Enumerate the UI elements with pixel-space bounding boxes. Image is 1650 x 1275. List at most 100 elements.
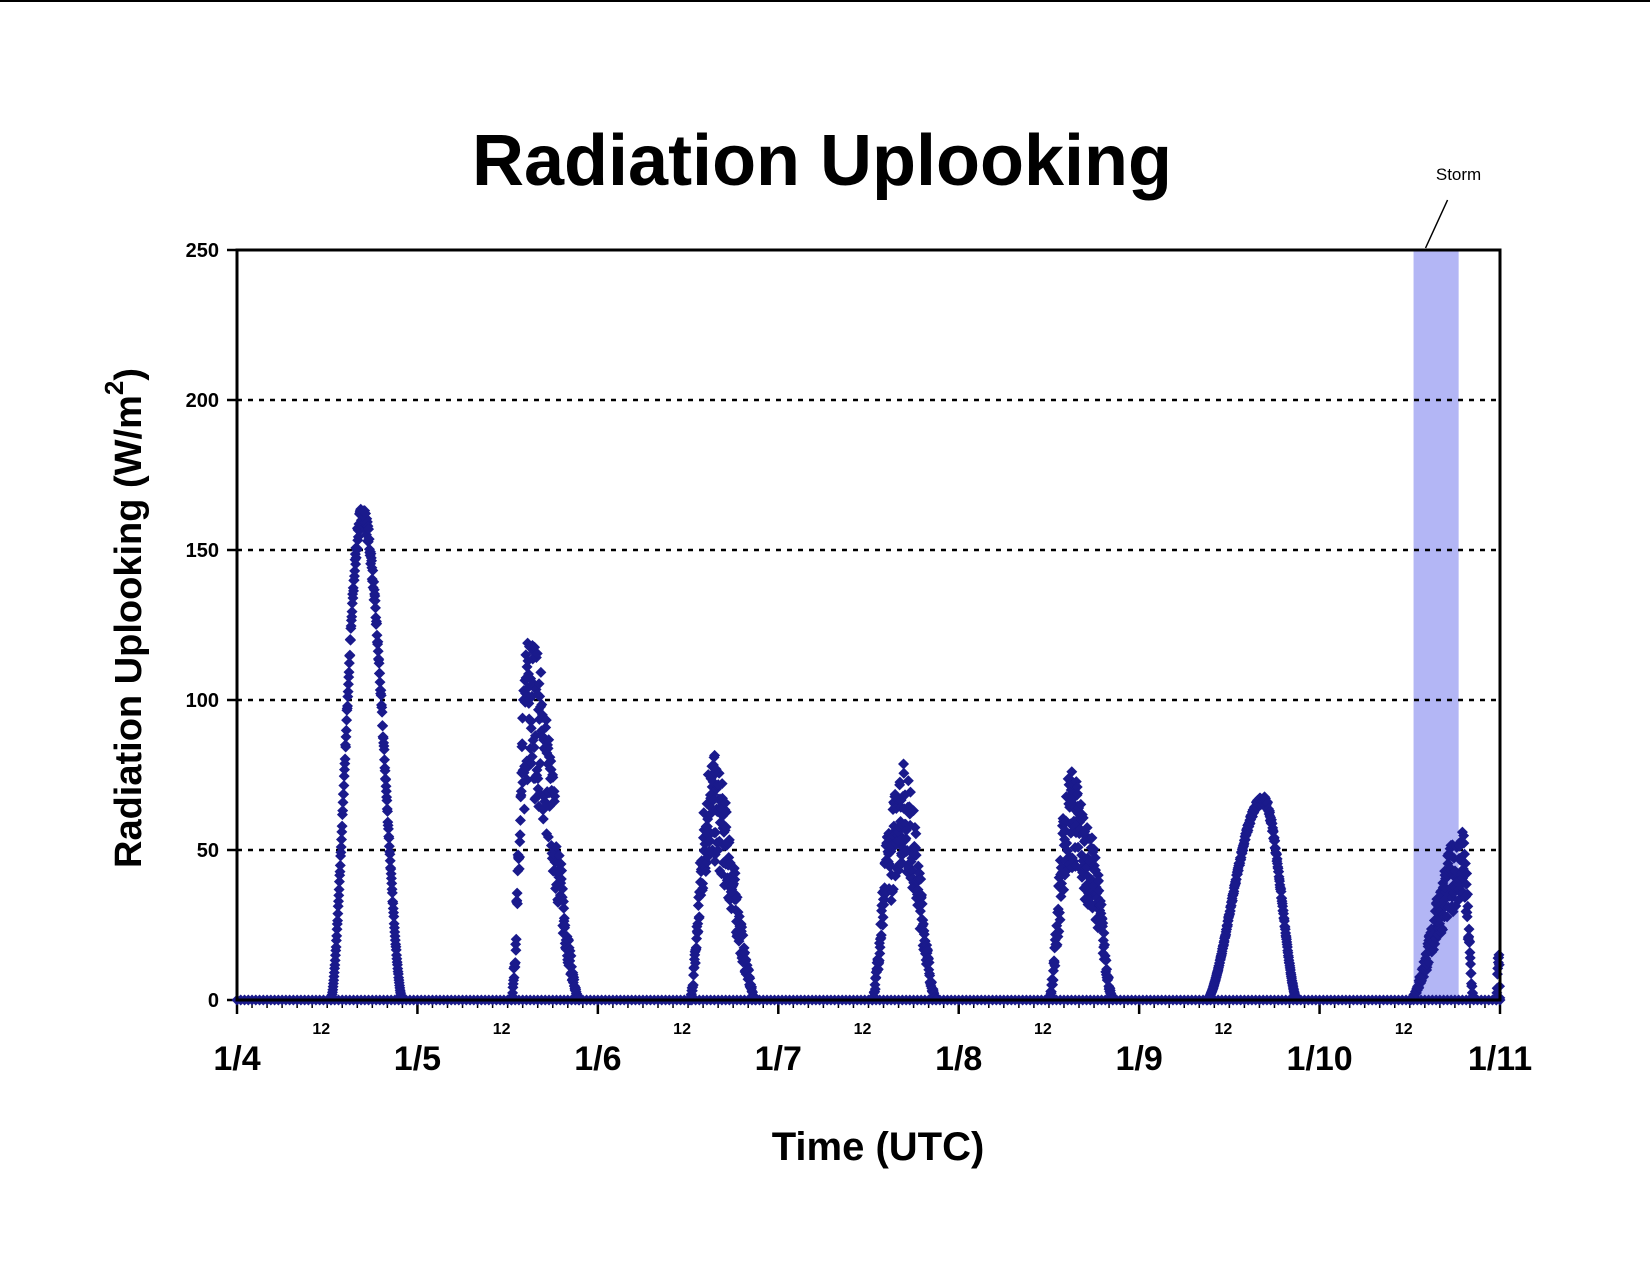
data-point [889, 788, 901, 800]
data-point [350, 552, 362, 564]
data-point [340, 741, 352, 753]
data-point [1449, 865, 1461, 877]
data-point [688, 969, 700, 981]
data-point [346, 606, 358, 618]
data-point [525, 715, 537, 727]
data-point [348, 585, 360, 597]
data-point [510, 944, 522, 956]
x-tick-label-minor: 12 [1395, 1021, 1413, 1038]
data-point [363, 523, 375, 535]
data-point [372, 636, 384, 648]
data-point [369, 595, 381, 607]
data-point [568, 974, 580, 986]
data-point [380, 774, 392, 786]
data-point [1088, 843, 1100, 855]
data-point [1464, 935, 1476, 947]
data-point [535, 666, 547, 678]
data-point [1054, 914, 1066, 926]
data-point [720, 806, 732, 818]
data-point [553, 850, 565, 862]
data-point [907, 805, 919, 817]
y-tick-label-50: 50 [197, 840, 219, 862]
data-point [511, 898, 523, 910]
data-point [338, 780, 350, 792]
data-point [350, 558, 362, 570]
data-point [337, 805, 349, 817]
data-point [1102, 972, 1114, 984]
x-tick-label-minor: 12 [1034, 1021, 1052, 1038]
y-tick-label-0: 0 [208, 990, 219, 1012]
data-point [922, 945, 934, 957]
data-point [536, 699, 548, 711]
data-point [1459, 848, 1471, 860]
data-point [687, 979, 699, 991]
data-point [1077, 812, 1089, 824]
data-point [693, 911, 705, 923]
data-point [337, 796, 349, 808]
data-point [1097, 917, 1109, 929]
data-point [1463, 923, 1475, 935]
data-point [877, 919, 889, 931]
y-axis-label-text: Radiation Uplooking (W/m [108, 395, 150, 868]
data-point [1058, 884, 1070, 896]
data-points [231, 503, 1506, 1006]
storm-annotation-line [1424, 199, 1449, 249]
data-point [343, 666, 355, 678]
data-point [885, 894, 897, 906]
data-point [1275, 885, 1287, 897]
data-point [543, 734, 555, 746]
data-point [526, 757, 538, 769]
data-point [509, 957, 521, 969]
data-point [1462, 888, 1474, 900]
data-point [342, 678, 354, 690]
data-point [351, 542, 363, 554]
data-point [549, 790, 561, 802]
data-point [1053, 907, 1065, 919]
data-point [336, 820, 348, 832]
data-point [1061, 837, 1073, 849]
data-point [349, 565, 361, 577]
data-point [542, 831, 554, 843]
data-point [542, 742, 554, 754]
data-point [371, 629, 383, 641]
data-point [710, 827, 722, 839]
data-point [1051, 939, 1063, 951]
data-point [534, 758, 546, 770]
x-tick-label-major: 1/6 [574, 1040, 621, 1078]
data-point [1466, 980, 1478, 992]
data-point [743, 964, 755, 976]
data-point [345, 634, 357, 646]
data-point [1093, 875, 1105, 887]
data-point [371, 617, 383, 629]
data-point [342, 700, 354, 712]
data-point [525, 722, 537, 734]
data-point [379, 754, 391, 766]
data-point [912, 860, 924, 872]
data-point [1071, 788, 1083, 800]
data-point [366, 555, 378, 567]
x-tick-label-major: 1/5 [394, 1040, 441, 1078]
data-point [1422, 956, 1434, 968]
data-point [382, 823, 394, 835]
data-point [902, 775, 914, 787]
data-point [874, 941, 886, 953]
x-tick-label-major: 1/11 [1468, 1040, 1532, 1078]
data-point [690, 942, 702, 954]
data-point [1101, 963, 1113, 975]
data-point [1071, 781, 1083, 793]
data-point [894, 776, 906, 788]
data-point [723, 834, 735, 846]
data-point [508, 972, 520, 984]
y-axis-label-superscript: 2 [99, 381, 129, 395]
data-point [1458, 830, 1470, 842]
y-tick-label-200: 200 [186, 390, 219, 412]
data-point [388, 911, 400, 923]
data-point [379, 765, 391, 777]
data-point [514, 814, 526, 826]
data-point [1460, 878, 1472, 890]
data-point [373, 657, 385, 669]
y-tick-label-100: 100 [186, 690, 219, 712]
data-point [334, 859, 346, 871]
data-point [383, 832, 395, 844]
data-point [1095, 899, 1107, 911]
